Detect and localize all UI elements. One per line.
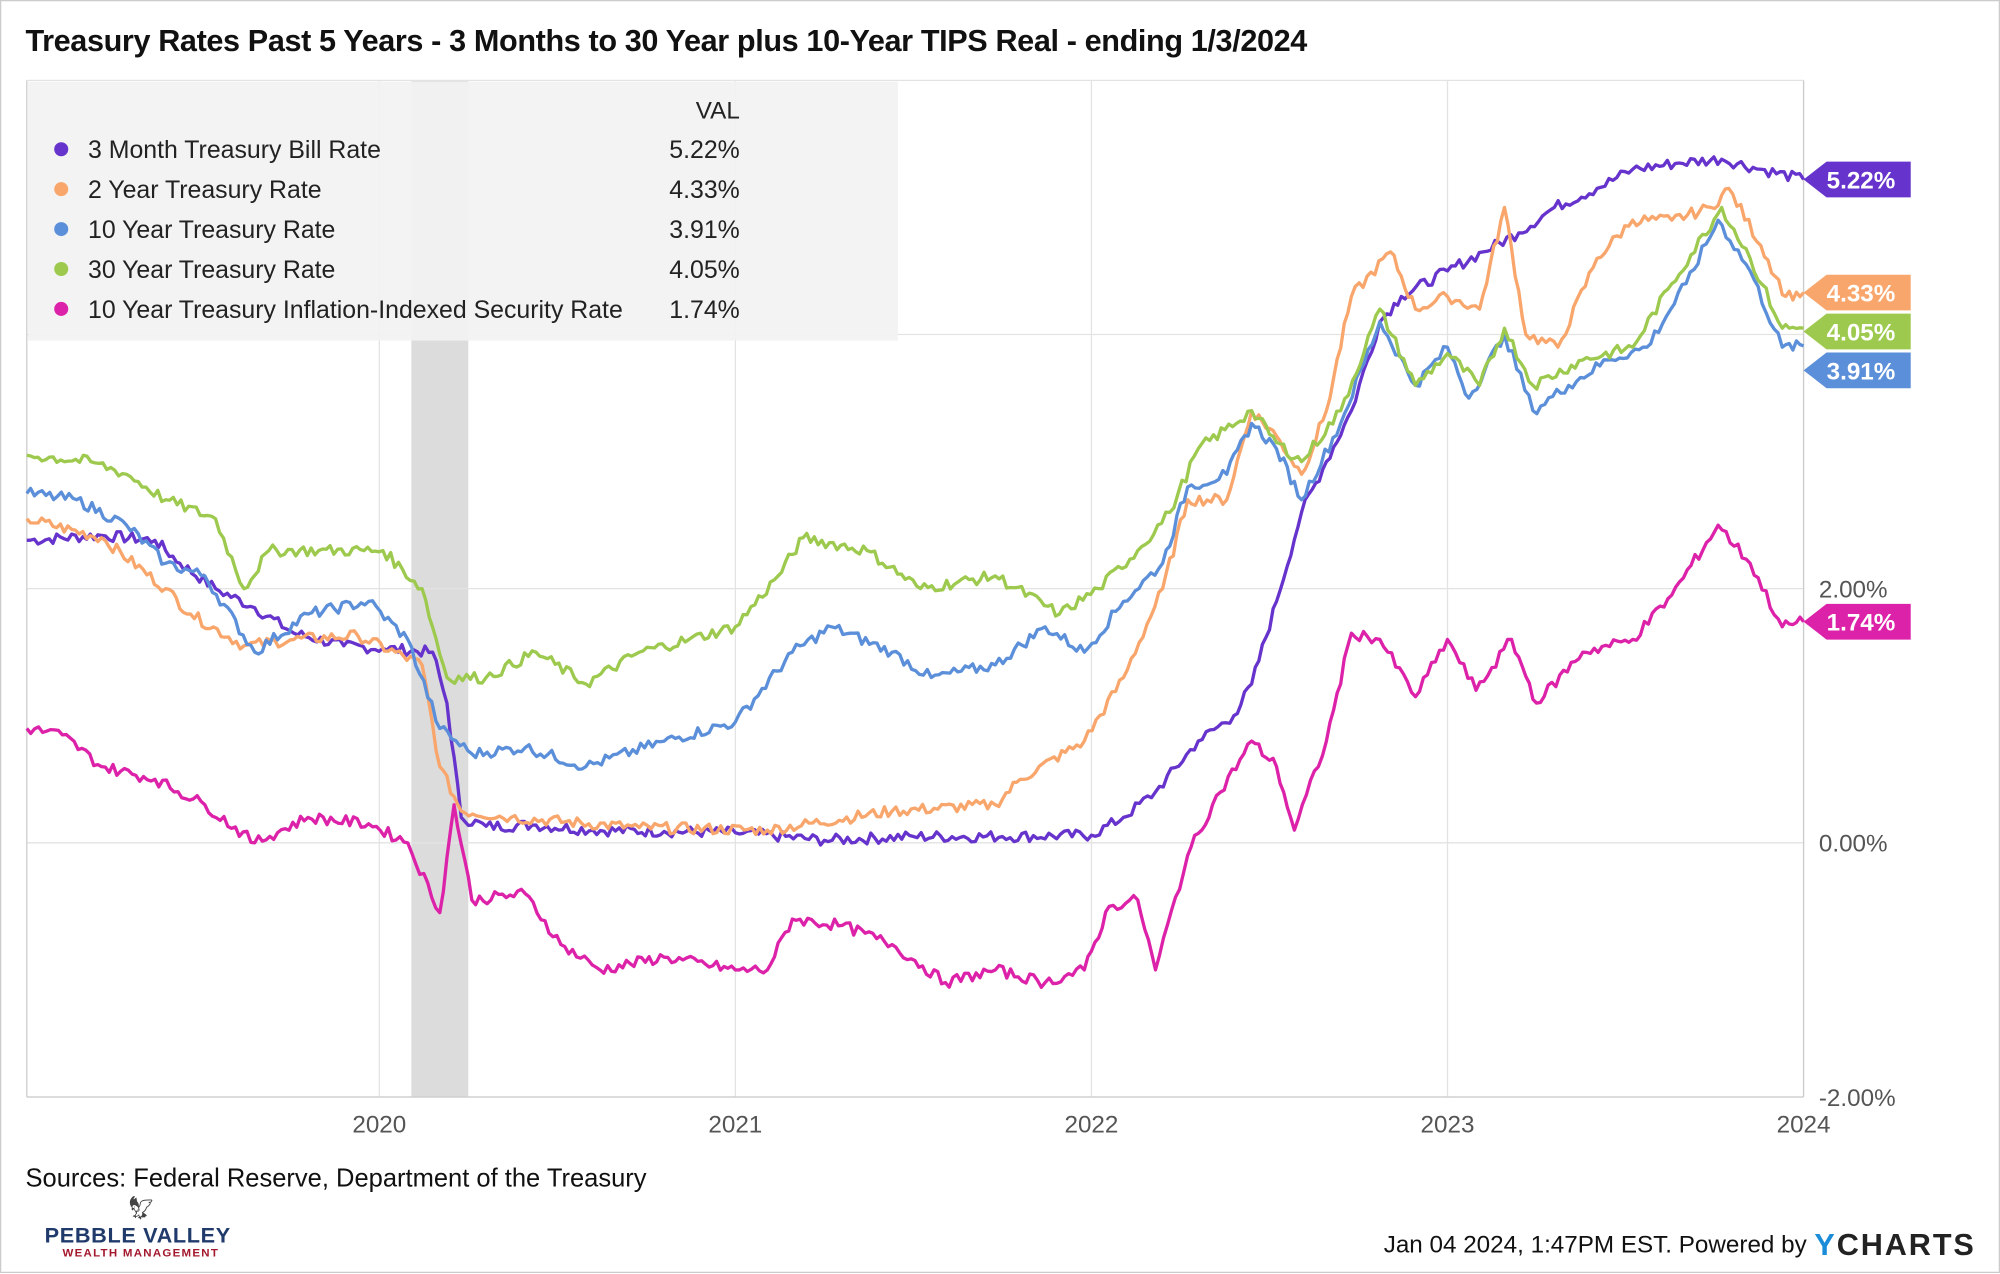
pebble-valley-logo: 🦅︎ PEBBLE VALLEY WEALTH MANAGEMENT <box>45 1195 249 1266</box>
legend-series-name: 3 Month Treasury Bill Rate <box>88 136 381 164</box>
legend-box <box>28 81 898 341</box>
legend-series-value: 4.05% <box>669 256 739 284</box>
legend-series-value: 3.91% <box>669 216 739 244</box>
legend-series-name: 10 Year Treasury Rate <box>88 216 335 244</box>
ycharts-logo[interactable]: YCHARTS <box>1814 1228 1976 1263</box>
end-value-label: 4.33% <box>1827 281 1896 308</box>
legend-marker <box>54 261 69 277</box>
series-line-1 <box>25 186 1805 837</box>
end-value-label: 1.74% <box>1827 610 1896 637</box>
timestamp-footer: Jan 04 2024, 1:47PM EST. Powered by YCHA… <box>1384 1228 1976 1264</box>
end-value-tag <box>1803 161 1911 198</box>
legend-series-name: 10 Year Treasury Inflation-Indexed Secur… <box>88 296 623 324</box>
x-tick-label: 2022 <box>1064 1112 1118 1139</box>
eagle-icon: 🦅︎ <box>126 1195 156 1221</box>
y-tick-label: 2.00% <box>1819 577 1888 604</box>
end-value-tag <box>1803 352 1911 389</box>
legend-series-value: 1.74% <box>669 296 739 324</box>
y-tick-label: -2.00% <box>1819 1085 1896 1112</box>
end-value-tag <box>1803 603 1911 640</box>
x-tick-label: 2021 <box>708 1112 762 1139</box>
series-line-2 <box>25 218 1805 771</box>
end-value-label: 5.22% <box>1827 167 1896 194</box>
end-value-label: 4.05% <box>1827 319 1896 346</box>
y-tick-label: 0.00% <box>1819 831 1888 858</box>
legend-series-value: 4.33% <box>669 176 739 204</box>
legend-marker <box>54 222 69 237</box>
x-tick-label: 2020 <box>352 1112 406 1139</box>
series-line-3 <box>26 205 1804 689</box>
legend-series-name: 30 Year Treasury Rate <box>88 256 335 284</box>
legend-marker <box>54 142 69 157</box>
legend-header: VAL <box>696 98 740 125</box>
end-value-tag <box>1803 313 1911 350</box>
timestamp-text: Jan 04 2024, 1:47PM EST. Powered by <box>1383 1232 1807 1259</box>
logo-line2: WEALTH MANAGEMENT <box>62 1246 220 1259</box>
logo-line1: PEBBLE VALLEY <box>44 1223 231 1248</box>
x-tick-label: 2023 <box>1421 1112 1475 1139</box>
legend-marker <box>54 301 69 316</box>
legend-marker <box>54 182 69 197</box>
legend-series-value: 5.22% <box>669 136 739 164</box>
end-value-tag <box>1803 274 1911 311</box>
sources-text: Sources: Federal Reserve, Department of … <box>25 1164 647 1193</box>
legend-series-name: 2 Year Treasury Rate <box>88 176 322 204</box>
series-line-4 <box>25 523 1805 989</box>
chart-title: Treasury Rates Past 5 Years - 3 Months t… <box>25 24 1308 59</box>
end-value-label: 3.91% <box>1827 358 1896 385</box>
x-tick-label: 2024 <box>1777 1112 1831 1139</box>
